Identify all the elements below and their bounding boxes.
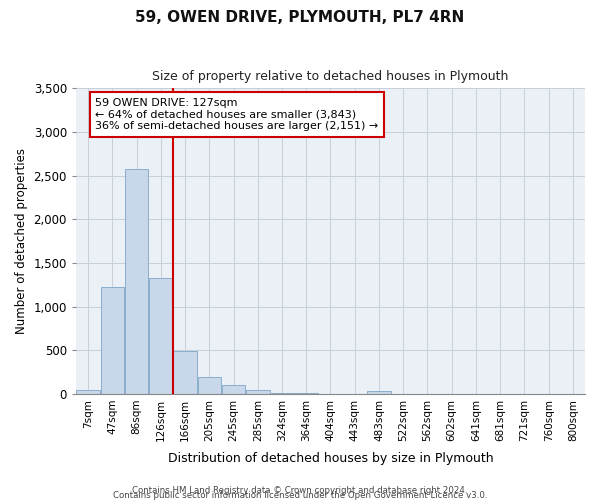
X-axis label: Distribution of detached houses by size in Plymouth: Distribution of detached houses by size …: [167, 452, 493, 465]
Bar: [173, 351, 197, 394]
Y-axis label: Number of detached properties: Number of detached properties: [15, 148, 28, 334]
Bar: [125, 168, 148, 394]
Bar: [367, 392, 391, 394]
Bar: [101, 288, 124, 394]
Title: Size of property relative to detached houses in Plymouth: Size of property relative to detached ho…: [152, 70, 509, 83]
Bar: [197, 377, 221, 394]
Bar: [246, 390, 269, 394]
Text: Contains public sector information licensed under the Open Government Licence v3: Contains public sector information licen…: [113, 491, 487, 500]
Text: Contains HM Land Registry data © Crown copyright and database right 2024.: Contains HM Land Registry data © Crown c…: [132, 486, 468, 495]
Text: 59, OWEN DRIVE, PLYMOUTH, PL7 4RN: 59, OWEN DRIVE, PLYMOUTH, PL7 4RN: [136, 10, 464, 25]
Bar: [222, 384, 245, 394]
Bar: [270, 392, 294, 394]
Text: 59 OWEN DRIVE: 127sqm
← 64% of detached houses are smaller (3,843)
36% of semi-d: 59 OWEN DRIVE: 127sqm ← 64% of detached …: [95, 98, 379, 131]
Bar: [149, 278, 173, 394]
Bar: [76, 390, 100, 394]
